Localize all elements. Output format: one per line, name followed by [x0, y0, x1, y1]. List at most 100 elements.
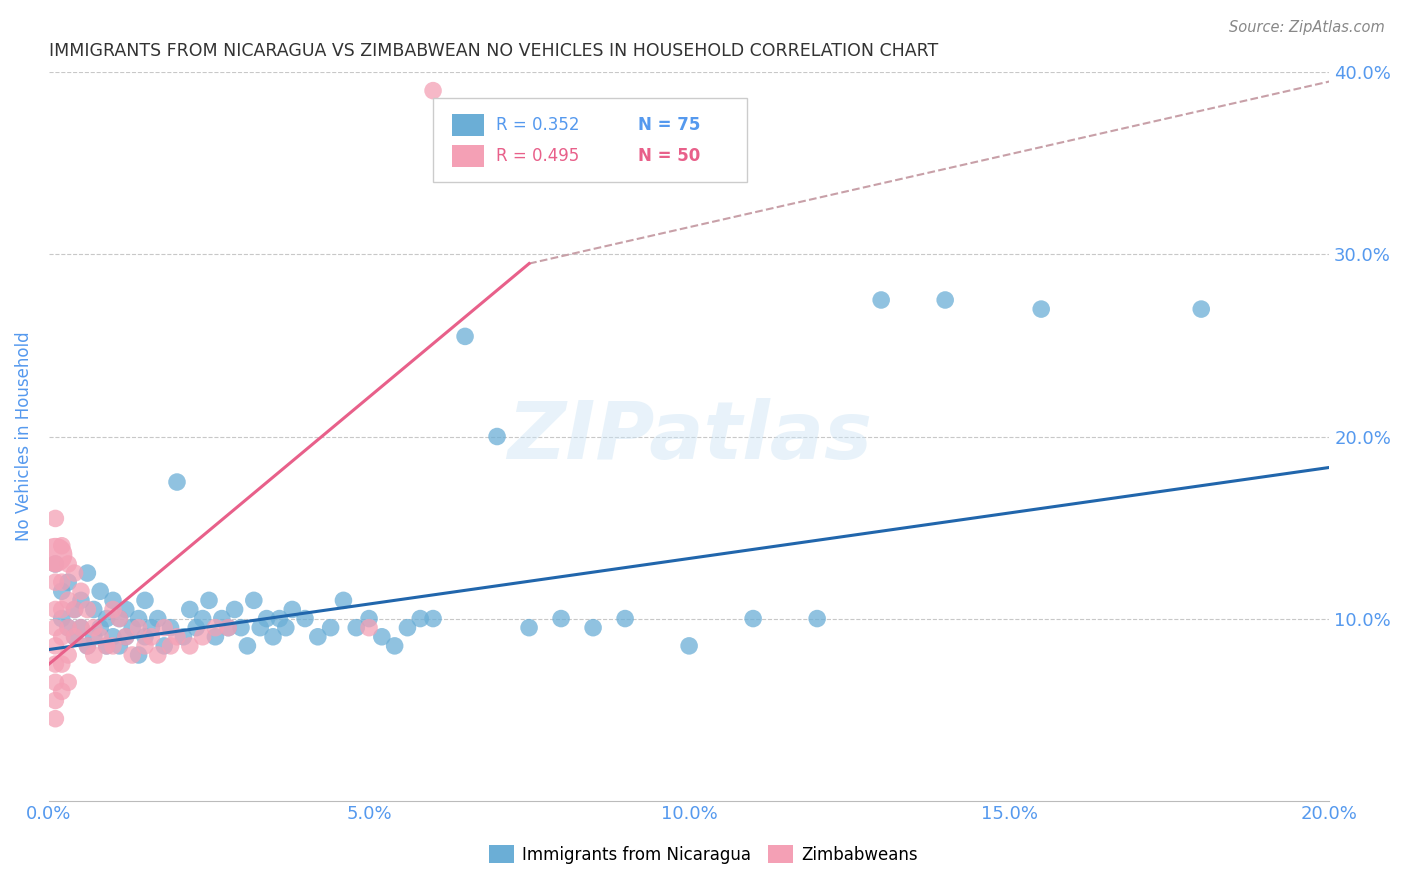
Point	[63, 602, 86, 616]
Point	[44, 548, 66, 562]
Point	[70, 621, 93, 635]
Point	[742, 611, 765, 625]
Point	[678, 639, 700, 653]
Point	[76, 602, 98, 616]
Point	[51, 657, 73, 671]
Point	[96, 611, 118, 625]
Point	[344, 621, 367, 635]
Point	[56, 621, 79, 635]
Point	[141, 630, 163, 644]
Point	[281, 602, 304, 616]
Point	[96, 639, 118, 653]
Point	[191, 630, 214, 644]
Point	[134, 630, 156, 644]
Point	[128, 611, 150, 625]
Point	[371, 630, 394, 644]
Point	[249, 621, 271, 635]
Point	[83, 602, 105, 616]
Point	[204, 630, 226, 644]
Point	[357, 611, 380, 625]
Point	[217, 621, 239, 635]
Point	[44, 693, 66, 707]
Point	[56, 593, 79, 607]
Point	[159, 639, 181, 653]
Point	[44, 657, 66, 671]
Point	[153, 639, 176, 653]
Point	[44, 621, 66, 635]
Point	[51, 575, 73, 590]
Point	[56, 648, 79, 662]
Point	[166, 630, 188, 644]
Text: R = 0.495: R = 0.495	[496, 147, 579, 165]
Point	[294, 611, 316, 625]
Point	[422, 84, 444, 98]
Point	[121, 648, 143, 662]
Point	[146, 611, 169, 625]
Point	[44, 557, 66, 571]
Point	[806, 611, 828, 625]
Point	[211, 611, 233, 625]
Point	[114, 630, 136, 644]
Point	[262, 630, 284, 644]
Point	[128, 648, 150, 662]
Point	[550, 611, 572, 625]
Point	[89, 621, 111, 635]
Point	[332, 593, 354, 607]
Point	[422, 611, 444, 625]
Point	[101, 602, 124, 616]
Point	[89, 630, 111, 644]
Point	[83, 630, 105, 644]
Text: ZIPatlas: ZIPatlas	[506, 398, 872, 475]
Point	[307, 630, 329, 644]
Point	[198, 593, 221, 607]
Point	[319, 621, 342, 635]
Point	[108, 611, 131, 625]
Point	[256, 611, 278, 625]
Point	[269, 611, 291, 625]
Point	[517, 621, 540, 635]
Point	[56, 575, 79, 590]
Point	[229, 621, 252, 635]
Point	[51, 684, 73, 698]
Point	[44, 712, 66, 726]
Point	[396, 621, 419, 635]
Point	[44, 557, 66, 571]
Point	[114, 602, 136, 616]
Point	[614, 611, 637, 625]
Point	[166, 475, 188, 489]
Point	[236, 639, 259, 653]
Point	[108, 639, 131, 653]
Point	[114, 630, 136, 644]
Point	[159, 621, 181, 635]
Point	[101, 593, 124, 607]
Point	[101, 630, 124, 644]
Point	[486, 429, 509, 443]
Point	[70, 584, 93, 599]
Point	[384, 639, 406, 653]
Point	[870, 293, 893, 307]
FancyBboxPatch shape	[453, 114, 484, 136]
Point	[1189, 302, 1212, 317]
Point	[56, 557, 79, 571]
Point	[186, 621, 208, 635]
Text: N = 50: N = 50	[638, 147, 700, 165]
Point	[51, 584, 73, 599]
Point	[70, 621, 93, 635]
Point	[146, 648, 169, 662]
Point	[108, 611, 131, 625]
Point	[51, 630, 73, 644]
Point	[141, 621, 163, 635]
Point	[179, 639, 201, 653]
Point	[44, 639, 66, 653]
Point	[409, 611, 432, 625]
Point	[63, 630, 86, 644]
Point	[89, 584, 111, 599]
Point	[454, 329, 477, 343]
Point	[63, 566, 86, 580]
Point	[224, 602, 246, 616]
FancyBboxPatch shape	[433, 98, 747, 182]
Point	[44, 675, 66, 690]
Legend: Immigrants from Nicaragua, Zimbabweans: Immigrants from Nicaragua, Zimbabweans	[482, 838, 924, 871]
Point	[63, 602, 86, 616]
Point	[96, 639, 118, 653]
